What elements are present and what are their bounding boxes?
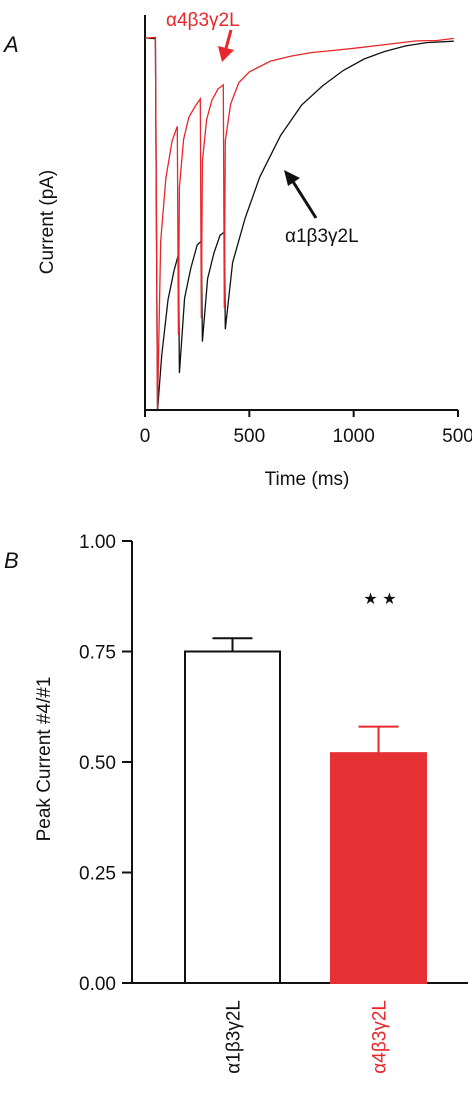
panel-b-y-ticks: 0.00 0.25 0.50 0.75 1.00	[79, 532, 132, 995]
panel-b-x-labels: α1β3γ2L α4β3γ2L	[224, 1000, 391, 1074]
panel-a-x-ticks: 0 500 1000 500	[140, 410, 472, 447]
series-label-a1: α1β3γ2L	[285, 226, 359, 247]
series-label-a4: α4β3γ2L	[166, 10, 240, 31]
panel-b-category-label: α4β3γ2L	[370, 1000, 391, 1074]
panel-a-traces	[144, 36, 454, 412]
bar-a4	[330, 752, 427, 984]
panel-b-y-tick-label: 0.50	[79, 753, 116, 774]
panel-a-x-tick-label: 1000	[333, 426, 375, 447]
panel-b-y-tick-label: 1.00	[79, 532, 116, 553]
panel-a-x-label: Time (ms)	[265, 469, 350, 490]
panel-b: B 0.00 0.25 0.50 0.75 1.00 α1β3γ2L α4β3γ2L Pe…	[4, 532, 468, 1074]
panel-a-label: A	[2, 32, 19, 57]
panel-b-y-tick-label: 0.00	[79, 974, 116, 995]
panel-b-label: B	[4, 548, 19, 573]
panel-a-x-tick-label: 0	[140, 426, 151, 447]
arrow-a4-icon	[218, 29, 234, 62]
panel-a: A 0 500 1000 500 Current (pA) Time (ms) α4β…	[2, 10, 472, 490]
panel-a-x-tick-label: 500	[442, 426, 472, 447]
arrow-a1-icon	[284, 170, 318, 219]
panel-b-y-tick-label: 0.75	[79, 643, 116, 664]
panel-a-axes	[144, 15, 458, 411]
panel-b-bars	[184, 637, 427, 984]
significance-stars: ★ ★	[363, 591, 396, 608]
panel-a-y-label: Current (pA)	[37, 170, 58, 275]
panel-b-y-tick-label: 0.25	[79, 864, 116, 885]
trace-a4	[144, 36, 454, 409]
panel-b-y-label: Peak Current #4/#1	[34, 677, 55, 842]
panel-b-category-label: α1β3γ2L	[224, 1000, 245, 1074]
panel-a-x-tick-label: 500	[233, 426, 265, 447]
trace-a1	[144, 37, 454, 412]
bar-a1	[184, 650, 281, 984]
